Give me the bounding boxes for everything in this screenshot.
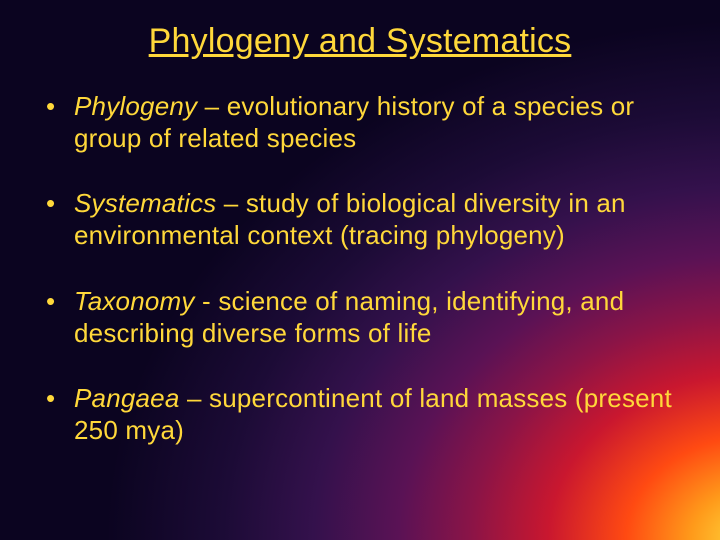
term: Taxonomy (74, 286, 195, 316)
list-item: Systematics – study of biological divers… (44, 188, 676, 251)
separator: - (195, 286, 219, 316)
term: Systematics (74, 188, 216, 218)
list-item: Phylogeny – evolutionary history of a sp… (44, 91, 676, 154)
bullet-list: Phylogeny – evolutionary history of a sp… (44, 91, 676, 447)
separator: – (216, 188, 246, 218)
term: Pangaea (74, 383, 180, 413)
term: Phylogeny (74, 91, 197, 121)
list-item: Pangaea – supercontinent of land masses … (44, 383, 676, 446)
separator: – (197, 91, 227, 121)
slide-title: Phylogeny and Systematics (44, 22, 676, 61)
list-item: Taxonomy - science of naming, identifyin… (44, 286, 676, 349)
separator: – (180, 383, 210, 413)
slide: Phylogeny and Systematics Phylogeny – ev… (0, 0, 720, 540)
